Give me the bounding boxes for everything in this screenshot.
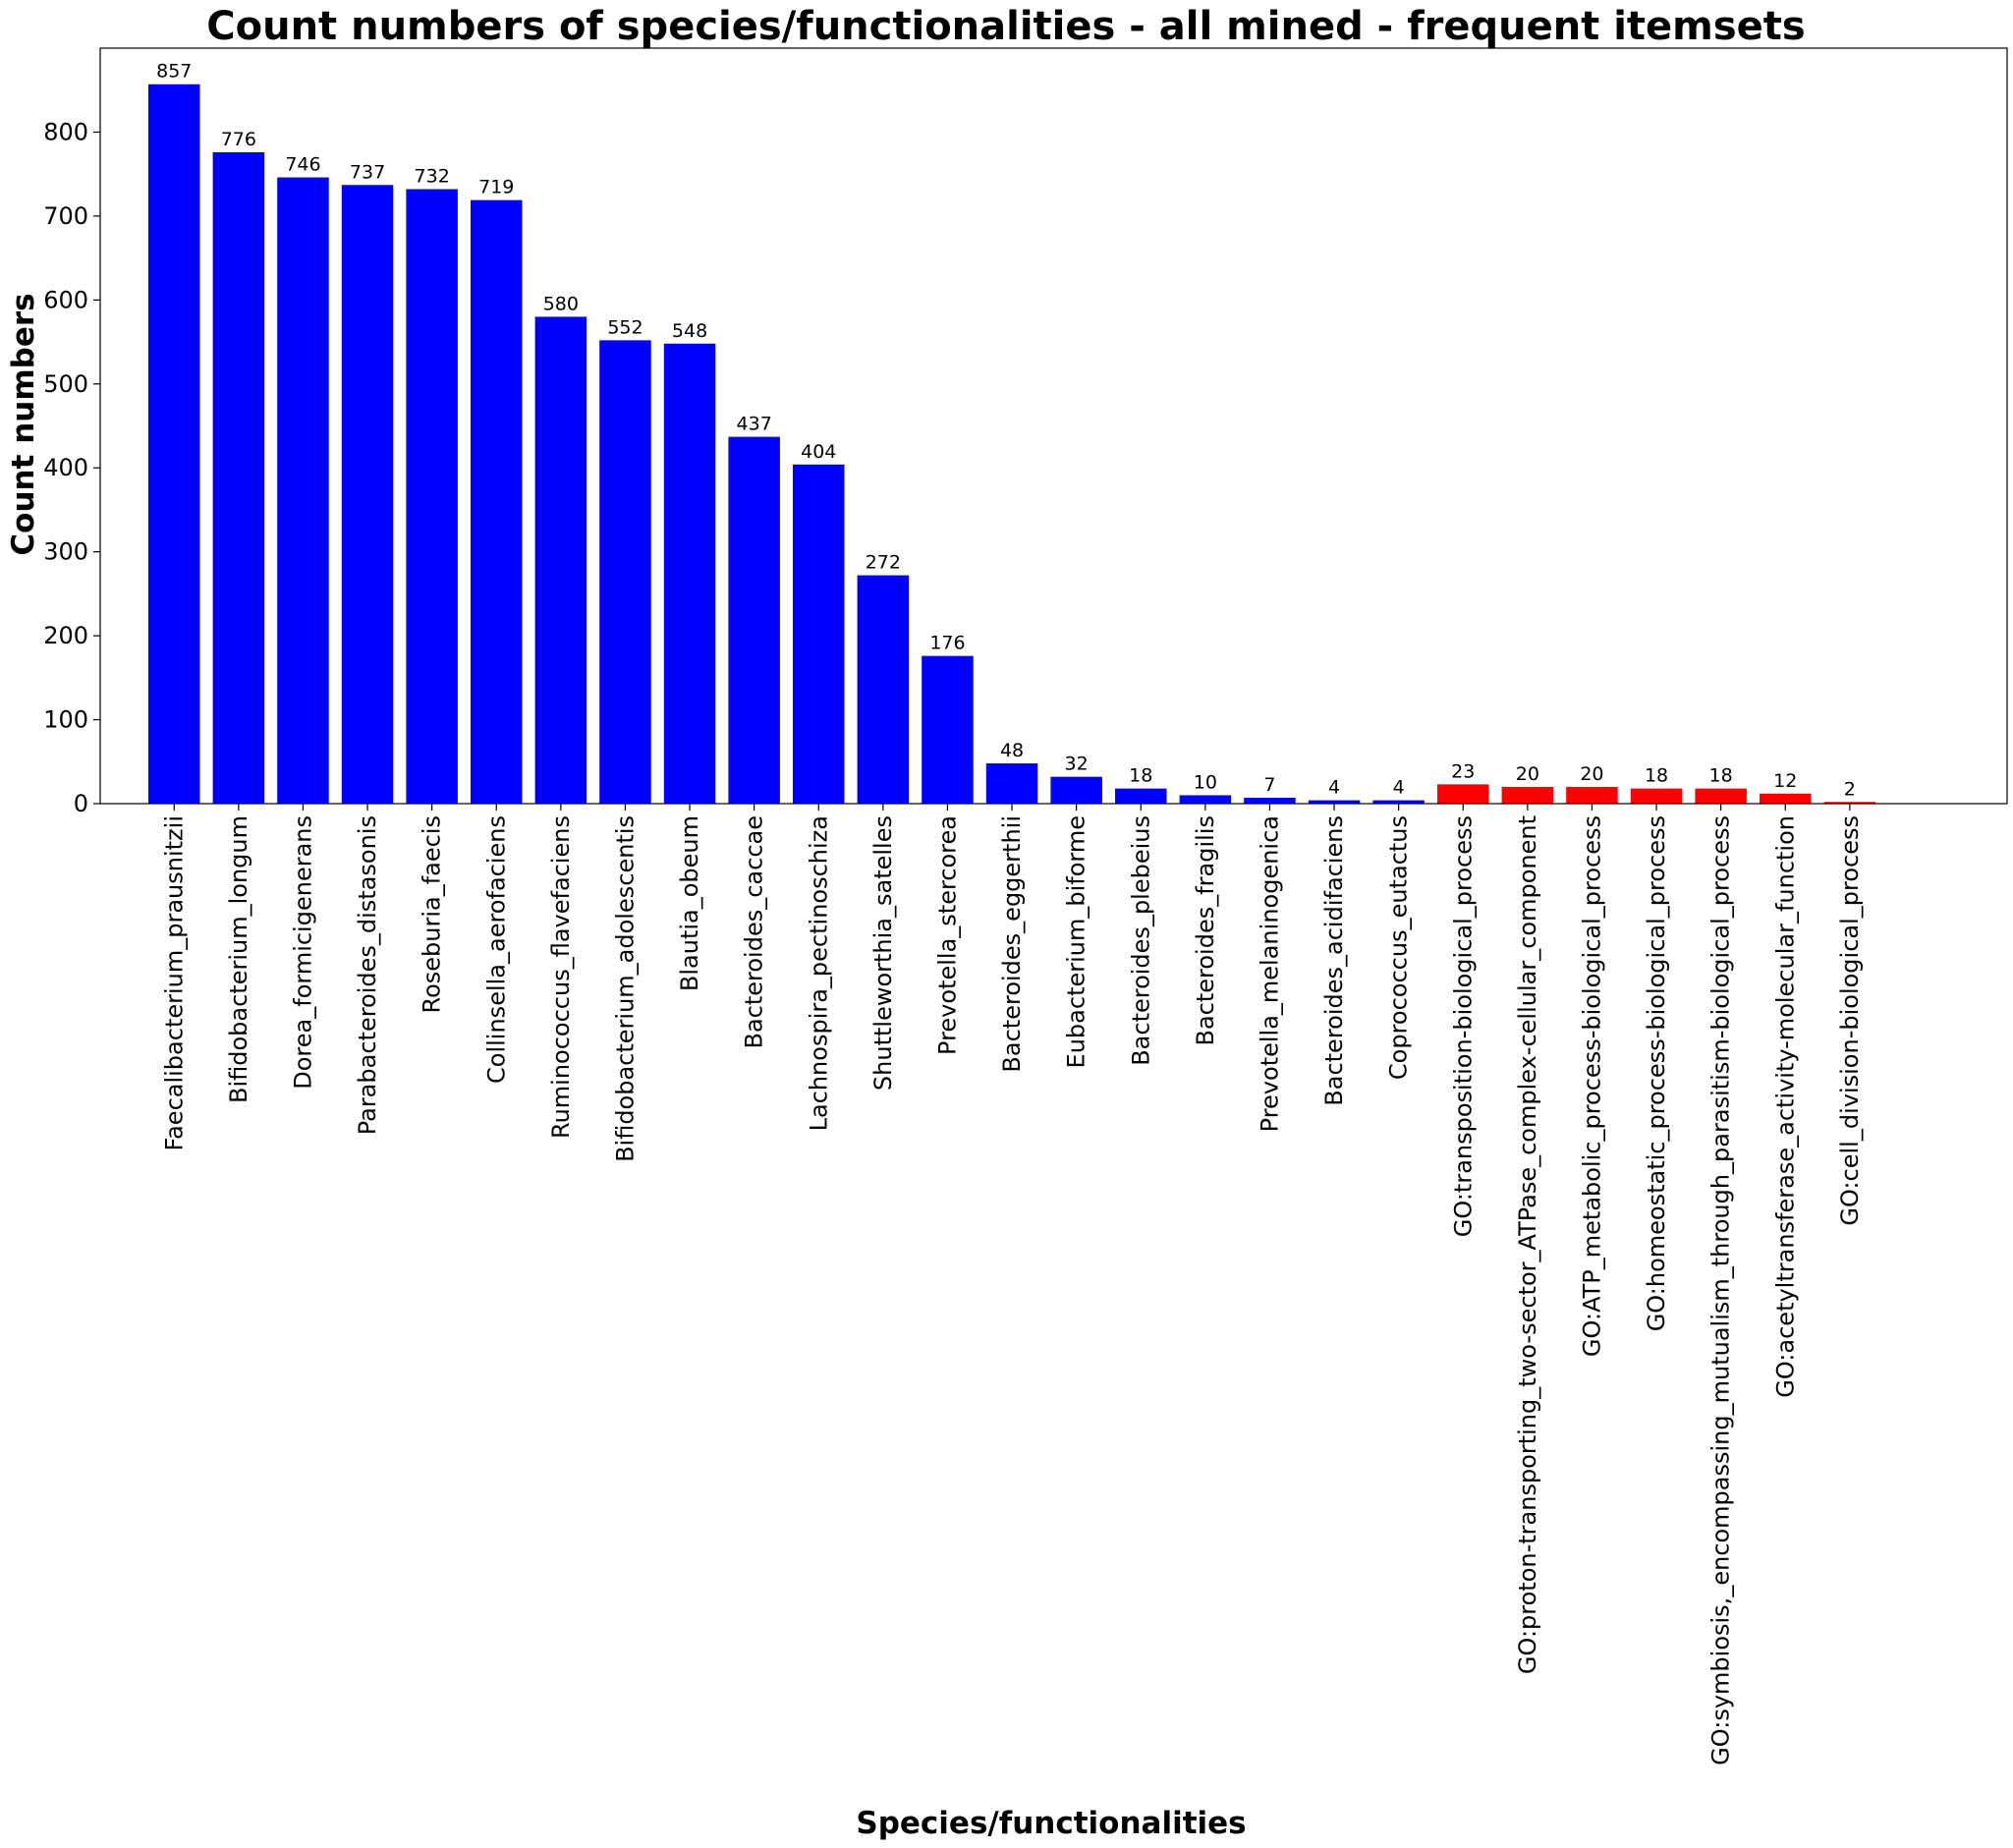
x-tick-label: Parabacteroides_distasonis bbox=[354, 815, 381, 1135]
y-axis-label: Count numbers bbox=[6, 293, 41, 555]
bar bbox=[857, 575, 910, 804]
y-tick-label: 0 bbox=[74, 790, 88, 817]
value-label: 18 bbox=[1129, 765, 1152, 787]
value-label: 176 bbox=[929, 633, 965, 654]
x-tick-label: Bifidobacterium_adolescentis bbox=[611, 815, 639, 1162]
value-label: 272 bbox=[866, 552, 901, 574]
x-tick-label: Bacteroides_fragilis bbox=[1192, 815, 1219, 1046]
bar bbox=[1308, 800, 1361, 804]
bar bbox=[1566, 786, 1618, 804]
x-tick-label: Collinsella_aerofaciens bbox=[482, 815, 510, 1084]
value-label: 404 bbox=[801, 441, 836, 463]
x-tick-label: Coprococcus_eutactus bbox=[1385, 815, 1413, 1080]
value-label: 580 bbox=[543, 293, 579, 314]
value-label: 4 bbox=[1328, 777, 1340, 799]
bar bbox=[922, 655, 974, 804]
value-label: 732 bbox=[415, 166, 450, 188]
value-label: 737 bbox=[350, 161, 385, 183]
x-tick-label: Bacteroides_plebeius bbox=[1127, 815, 1154, 1066]
bar bbox=[1115, 788, 1167, 804]
x-tick-label: Dorea_formicigenerans bbox=[289, 815, 316, 1090]
bar bbox=[1695, 788, 1747, 804]
x-tick-label: GO:transposition-biological_process bbox=[1449, 815, 1477, 1237]
x-tick-label: GO:ATP_metabolic_process-biological_proc… bbox=[1578, 815, 1605, 1357]
bar bbox=[793, 464, 845, 804]
bar bbox=[1179, 795, 1232, 804]
value-label: 18 bbox=[1645, 765, 1668, 787]
bar bbox=[1372, 800, 1425, 804]
x-tick-label: GO:symbiosis,_encompassing_mutualism_thr… bbox=[1707, 815, 1735, 1765]
y-tick-label: 800 bbox=[43, 118, 88, 145]
chart-title: Count numbers of species/functionalities… bbox=[206, 4, 1805, 49]
bar bbox=[985, 762, 1038, 804]
y-tick-label: 200 bbox=[43, 622, 88, 649]
x-tick-label: Bifidobacterium_longum bbox=[225, 815, 252, 1103]
value-label: 20 bbox=[1580, 763, 1603, 785]
x-axis-label: Species/functionalities bbox=[856, 1806, 1246, 1841]
x-tick-label: Lachnospira_pectinoschiza bbox=[805, 815, 832, 1131]
value-label: 746 bbox=[285, 154, 320, 176]
bar bbox=[1437, 784, 1489, 804]
x-tick-label: Shuttleworthia_satelles bbox=[869, 815, 897, 1091]
value-label: 18 bbox=[1709, 765, 1733, 787]
x-tick-label: Ruminococcus_flavefaciens bbox=[547, 815, 575, 1139]
bar bbox=[1630, 788, 1683, 804]
y-tick-label: 300 bbox=[43, 538, 88, 566]
value-label: 437 bbox=[737, 414, 772, 435]
x-tick-label: Bacteroides_acidifaciens bbox=[1320, 815, 1348, 1106]
bar bbox=[406, 189, 458, 805]
bar bbox=[148, 84, 200, 805]
value-label: 48 bbox=[1000, 740, 1024, 761]
x-tick-label: GO:cell_division-biological_process bbox=[1836, 815, 1864, 1226]
value-label: 23 bbox=[1451, 760, 1475, 782]
bar bbox=[1244, 798, 1296, 804]
bar bbox=[534, 316, 587, 804]
bar bbox=[212, 151, 265, 804]
value-label: 719 bbox=[478, 177, 514, 198]
x-tick-label: Roseburia_faecis bbox=[419, 815, 446, 1014]
x-tick-label: Blautia_obeum bbox=[676, 815, 703, 991]
value-label: 776 bbox=[221, 129, 256, 150]
x-tick-label: Eubacterium_biforme bbox=[1063, 815, 1090, 1068]
bar bbox=[1823, 802, 1876, 804]
bar bbox=[1760, 793, 1812, 804]
bar bbox=[1501, 786, 1554, 804]
x-tick-label: Prevotella_stercorea bbox=[933, 815, 961, 1055]
x-tick-label: GO:acetyltransferase_activity-molecular_… bbox=[1771, 815, 1799, 1398]
value-label: 4 bbox=[1393, 777, 1405, 799]
value-label: 7 bbox=[1263, 774, 1275, 796]
x-tick-label: Bacteroides_eggerthii bbox=[998, 815, 1026, 1073]
x-tick-label: GO:proton-transporting_two-sector_ATPase… bbox=[1514, 815, 1541, 1674]
y-tick-label: 700 bbox=[43, 202, 88, 230]
y-tick-label: 100 bbox=[43, 706, 88, 734]
value-label: 548 bbox=[672, 320, 707, 342]
bar bbox=[728, 436, 780, 804]
bar bbox=[277, 177, 329, 804]
y-tick-label: 600 bbox=[43, 286, 88, 313]
value-label: 20 bbox=[1516, 763, 1539, 785]
bar bbox=[341, 185, 394, 804]
value-label: 2 bbox=[1844, 778, 1856, 800]
plot-area: 857 Faecalibacterium_prausnitzii 776 Bifido… bbox=[43, 47, 2008, 1765]
value-label: 857 bbox=[156, 61, 192, 83]
value-label: 32 bbox=[1065, 754, 1089, 775]
x-tick-label: Prevotella_melaninogenica bbox=[1256, 815, 1283, 1132]
y-tick-label: 400 bbox=[43, 454, 88, 481]
x-tick-label: GO:homeostatic_process-biological_proces… bbox=[1643, 815, 1670, 1331]
value-label: 12 bbox=[1773, 770, 1797, 792]
bar bbox=[599, 340, 651, 804]
plot-frame bbox=[99, 47, 2008, 805]
bar bbox=[663, 343, 716, 804]
bar bbox=[1050, 776, 1102, 804]
x-tick-label: Bacteroides_caccae bbox=[741, 815, 768, 1049]
value-label: 552 bbox=[607, 316, 643, 338]
x-tick-label: Faecalibacterium_prausnitzii bbox=[160, 815, 188, 1151]
bar bbox=[471, 199, 523, 804]
y-tick-label: 500 bbox=[43, 370, 88, 398]
value-label: 10 bbox=[1194, 771, 1217, 793]
